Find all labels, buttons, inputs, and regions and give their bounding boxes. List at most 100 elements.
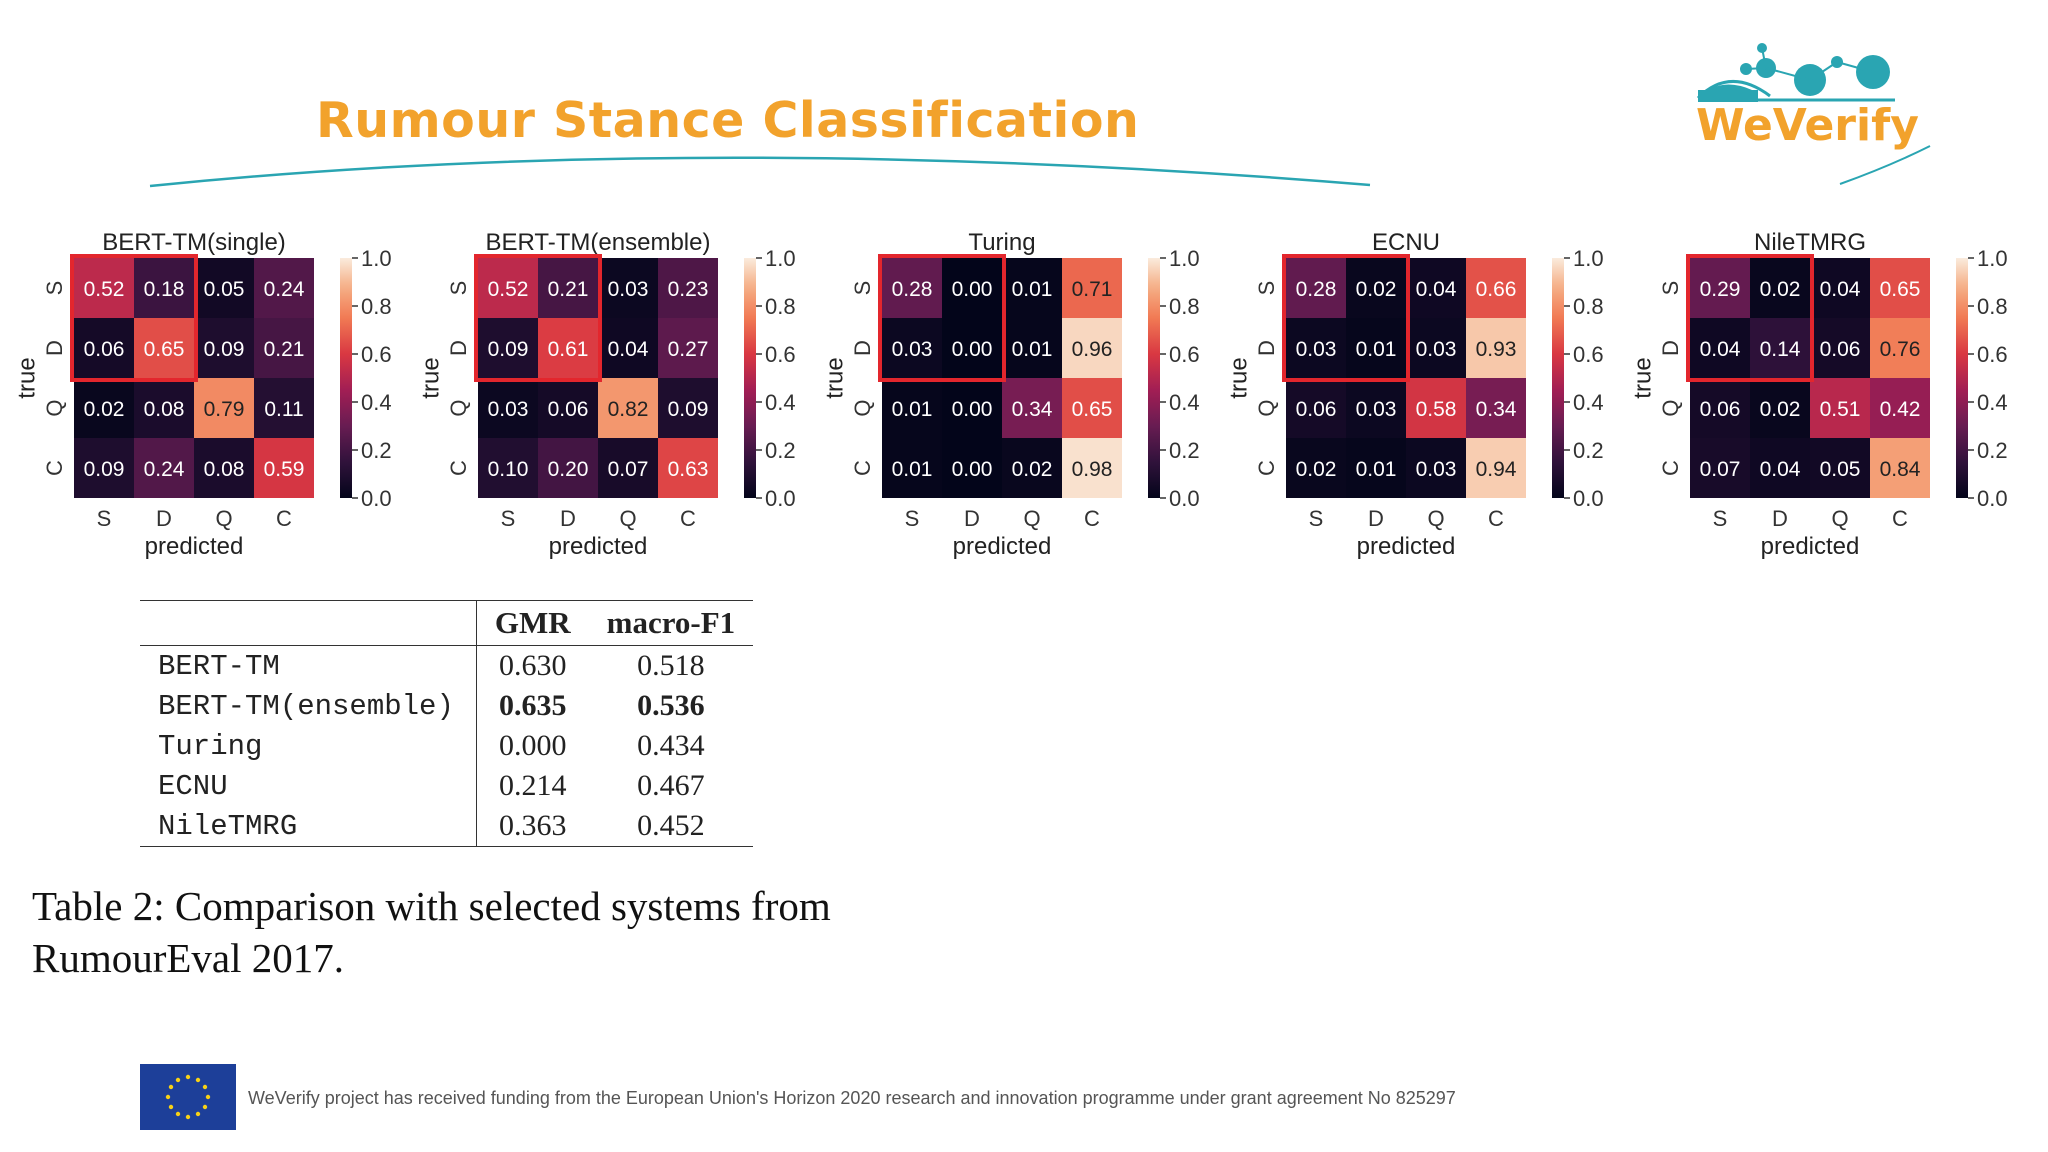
heatmap-cell	[1466, 258, 1526, 318]
cell-value-label: 0.11	[264, 398, 303, 421]
y-tick-label: S	[850, 281, 875, 296]
eu-flag-icon	[140, 1064, 236, 1130]
colorbar-tick-label: 0.8	[1573, 294, 1604, 319]
cell-value-label: 0.03	[1296, 338, 1337, 361]
heatmap-cell	[658, 318, 718, 378]
heatmap-cell	[134, 378, 194, 438]
cell-value-label: 0.18	[144, 278, 185, 301]
table-caption: Table 2: Comparison with selected system…	[32, 883, 831, 981]
heatmap-cell	[658, 378, 718, 438]
x-tick-label: Q	[1831, 506, 1848, 531]
heatmap-cell	[1002, 318, 1062, 378]
gmr-value: 0.363	[476, 806, 589, 847]
cell-value-label: 0.06	[548, 398, 589, 421]
x-axis-label: predicted	[1357, 533, 1456, 560]
cell-value-label: 0.02	[1760, 278, 1801, 301]
cell-value-label: 0.09	[204, 338, 245, 361]
x-tick-label: S	[1309, 506, 1324, 531]
cell-value-label: 0.71	[1072, 278, 1113, 301]
heatmap-cell	[538, 258, 598, 318]
y-tick-label: C	[850, 460, 875, 476]
cell-value-label: 0.42	[1880, 398, 1921, 421]
system-name: BERT-TM	[140, 645, 477, 686]
colorbar-tick-label: 0.8	[765, 294, 796, 319]
cell-value-label: 0.01	[1356, 338, 1397, 361]
x-tick-label: D	[560, 506, 576, 531]
highlight-box	[474, 254, 602, 382]
cell-value-label: 0.52	[488, 278, 529, 301]
heatmap-cell	[74, 438, 134, 498]
colorbar-tick-label: 0.4	[1573, 390, 1604, 415]
heatmap-cell	[478, 318, 538, 378]
y-tick-label: C	[42, 460, 67, 476]
heatmap-cell	[194, 438, 254, 498]
cell-value-label: 0.58	[1416, 398, 1457, 421]
gmr-value: 0.635	[498, 689, 567, 722]
heatmap-cell	[1750, 378, 1810, 438]
table-row: BERT-TM 0.630 0.518	[140, 645, 753, 686]
table-header-system	[140, 600, 477, 646]
heatmap-cell	[1690, 318, 1750, 378]
heatmap-cell	[1690, 258, 1750, 318]
cell-value-label: 0.34	[1476, 398, 1517, 421]
table-row: BERT-TM(ensemble) 0.635 0.536	[140, 686, 753, 726]
cell-value-label: 0.04	[608, 338, 649, 361]
x-axis-label: predicted	[953, 533, 1052, 560]
heatmap-cell	[134, 438, 194, 498]
heatmap-title: ECNU	[1372, 229, 1440, 256]
table-row: ECNU 0.214 0.467	[140, 766, 753, 806]
colorbar-tick-label: 0.6	[765, 342, 796, 367]
colorbar-tick-label: 0.0	[765, 486, 796, 511]
cell-value-label: 0.01	[892, 458, 933, 481]
y-tick-label: Q	[42, 399, 67, 416]
heatmap-cell	[538, 438, 598, 498]
highlight-box	[1282, 254, 1410, 382]
x-tick-label: C	[276, 506, 292, 531]
cell-value-label: 0.01	[1012, 338, 1053, 361]
y-axis-label: true	[1225, 357, 1252, 398]
heatmap-title: Turing	[968, 229, 1035, 256]
heatmap-cell	[942, 378, 1002, 438]
heatmap-cell	[1286, 318, 1346, 378]
colorbar	[1552, 258, 1564, 498]
heatmap-cell	[254, 258, 314, 318]
system-name: Turing	[140, 726, 477, 766]
cell-value-label: 0.01	[892, 398, 933, 421]
cell-value-label: 0.04	[1760, 458, 1801, 481]
cell-value-label: 0.03	[608, 278, 649, 301]
x-tick-label: C	[1892, 506, 1908, 531]
colorbar-tick-label: 1.0	[765, 246, 796, 271]
heatmap-cell	[254, 318, 314, 378]
y-tick-label: C	[1658, 460, 1683, 476]
y-tick-label: D	[446, 340, 471, 356]
x-tick-label: D	[964, 506, 980, 531]
colorbar-tick-label: 0.4	[361, 390, 392, 415]
cell-value-label: 0.01	[1012, 278, 1053, 301]
cell-value-label: 0.04	[1820, 278, 1861, 301]
cell-value-label: 0.20	[548, 458, 589, 481]
y-tick-label: C	[446, 460, 471, 476]
colorbar-tick-label: 0.8	[1169, 294, 1200, 319]
colorbar-tick-label: 1.0	[1977, 246, 2008, 271]
cell-value-label: 0.65	[144, 338, 185, 361]
cell-value-label: 0.06	[1700, 398, 1741, 421]
heatmap-cell	[1870, 378, 1930, 438]
f1-value: 0.434	[637, 729, 705, 762]
heatmap-cell	[598, 318, 658, 378]
table-row: NileTMRG 0.363 0.452	[140, 806, 754, 847]
heatmap-cell	[1466, 438, 1526, 498]
heatmap-cell	[1466, 378, 1526, 438]
heatmap-cell	[1466, 318, 1526, 378]
y-axis-label: true	[1629, 357, 1656, 398]
heatmap-cell	[478, 378, 538, 438]
cell-value-label: 0.82	[608, 398, 649, 421]
cell-value-label: 0.93	[1476, 338, 1517, 361]
colorbar-tick-label: 0.2	[361, 438, 392, 463]
x-tick-label: S	[501, 506, 516, 531]
cell-value-label: 0.21	[548, 278, 589, 301]
x-tick-label: D	[1368, 506, 1384, 531]
y-tick-label: S	[1658, 281, 1683, 296]
cell-value-label: 0.94	[1476, 458, 1517, 481]
y-tick-label: D	[1254, 340, 1279, 356]
colorbar	[1956, 258, 1968, 498]
